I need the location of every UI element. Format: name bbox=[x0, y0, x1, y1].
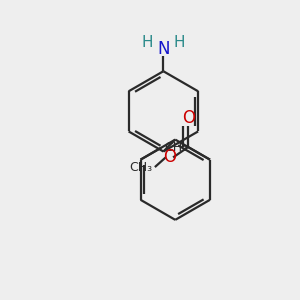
Text: O: O bbox=[182, 109, 195, 127]
Text: O: O bbox=[164, 148, 177, 166]
Text: H: H bbox=[141, 35, 153, 50]
Text: CH₃: CH₃ bbox=[129, 160, 152, 174]
Text: N: N bbox=[157, 40, 170, 58]
Text: CH₃: CH₃ bbox=[164, 141, 187, 154]
Text: H: H bbox=[174, 35, 185, 50]
